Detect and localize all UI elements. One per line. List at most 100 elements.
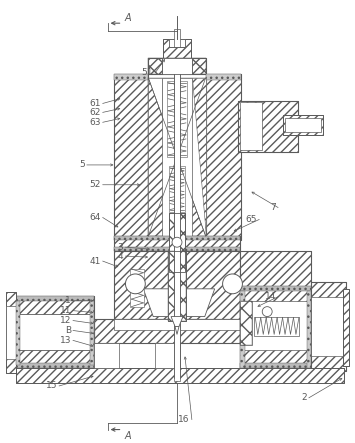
Bar [90, 301, 94, 365]
Bar [16, 368, 344, 383]
Circle shape [223, 274, 242, 294]
Bar [130, 269, 144, 307]
Bar [169, 213, 185, 272]
Text: 13: 13 [59, 336, 71, 345]
Bar [254, 317, 299, 336]
Bar [114, 74, 148, 240]
Bar [168, 251, 186, 321]
Bar [16, 296, 94, 301]
Bar [114, 251, 240, 319]
Text: 51: 51 [142, 68, 153, 77]
Bar [311, 282, 346, 371]
Bar [94, 319, 268, 343]
Circle shape [262, 307, 272, 317]
Bar [283, 115, 323, 135]
Bar [240, 286, 312, 291]
Bar [94, 319, 268, 343]
Text: 62: 62 [89, 108, 101, 117]
Circle shape [125, 274, 145, 294]
Bar [285, 118, 321, 132]
Bar [114, 236, 240, 251]
Bar [311, 297, 346, 356]
Bar [114, 74, 148, 240]
Bar [240, 301, 252, 345]
Text: 7: 7 [271, 203, 276, 212]
Polygon shape [171, 317, 183, 326]
Text: 1: 1 [65, 296, 71, 305]
Bar [163, 39, 191, 58]
Text: 4: 4 [118, 252, 124, 260]
Bar [169, 213, 185, 272]
Bar [240, 301, 252, 345]
Bar [307, 291, 311, 368]
Text: 16: 16 [179, 415, 190, 424]
Bar [163, 39, 191, 58]
Bar [162, 58, 192, 74]
Bar [174, 74, 180, 381]
Bar [148, 58, 206, 74]
Bar [174, 29, 180, 47]
Bar [239, 101, 298, 152]
Text: 65: 65 [246, 215, 257, 224]
Bar [240, 291, 245, 368]
Bar [148, 58, 206, 74]
Polygon shape [148, 78, 206, 236]
Bar [311, 282, 346, 371]
Bar [240, 301, 312, 350]
Bar [168, 251, 186, 321]
Bar [6, 292, 16, 373]
Bar [169, 213, 185, 272]
Text: 12: 12 [60, 316, 71, 325]
Bar [343, 289, 349, 366]
Text: 5: 5 [79, 160, 85, 169]
Bar [169, 39, 185, 47]
Text: 15: 15 [45, 381, 57, 390]
Polygon shape [192, 78, 206, 236]
Bar [16, 363, 94, 368]
Bar [114, 236, 240, 240]
Bar [239, 101, 298, 152]
Bar [162, 78, 192, 236]
Bar [167, 81, 187, 157]
Bar [206, 74, 241, 80]
Bar [16, 301, 20, 365]
Text: A: A [124, 13, 131, 23]
Bar [240, 286, 312, 368]
Polygon shape [175, 326, 179, 334]
Bar [240, 102, 262, 150]
Text: 11: 11 [59, 306, 71, 315]
Bar [240, 363, 312, 368]
Bar [16, 296, 94, 368]
Bar [240, 286, 312, 368]
Text: 64: 64 [89, 213, 101, 222]
Polygon shape [148, 78, 162, 236]
Bar [114, 236, 240, 251]
Bar [6, 306, 16, 359]
Bar [16, 296, 94, 368]
Bar [343, 289, 349, 366]
Bar [169, 166, 185, 211]
Bar [16, 314, 94, 350]
Polygon shape [240, 251, 311, 319]
Bar [155, 343, 180, 368]
Text: 3: 3 [118, 243, 124, 252]
Text: 63: 63 [89, 118, 101, 127]
Bar [283, 115, 323, 135]
Text: B: B [65, 326, 71, 335]
Text: A: A [124, 431, 131, 440]
Bar [114, 74, 148, 80]
Text: 41: 41 [89, 256, 101, 265]
Bar [240, 251, 311, 319]
Text: 61: 61 [89, 99, 101, 108]
Bar [114, 247, 240, 251]
Bar [6, 292, 16, 373]
Text: 2: 2 [301, 393, 307, 402]
Bar [114, 251, 240, 319]
Circle shape [172, 237, 182, 247]
Bar [168, 251, 186, 321]
Bar [206, 74, 241, 240]
Bar [94, 343, 119, 368]
Text: 52: 52 [89, 180, 101, 189]
Bar [148, 58, 206, 74]
Text: 14: 14 [265, 292, 276, 301]
